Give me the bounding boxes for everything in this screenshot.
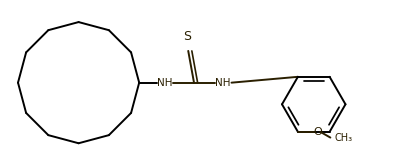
Text: S: S <box>183 30 191 43</box>
Text: O: O <box>313 127 322 137</box>
Text: CH₃: CH₃ <box>335 133 353 142</box>
Text: NH: NH <box>158 78 173 88</box>
Text: NH: NH <box>215 78 231 88</box>
